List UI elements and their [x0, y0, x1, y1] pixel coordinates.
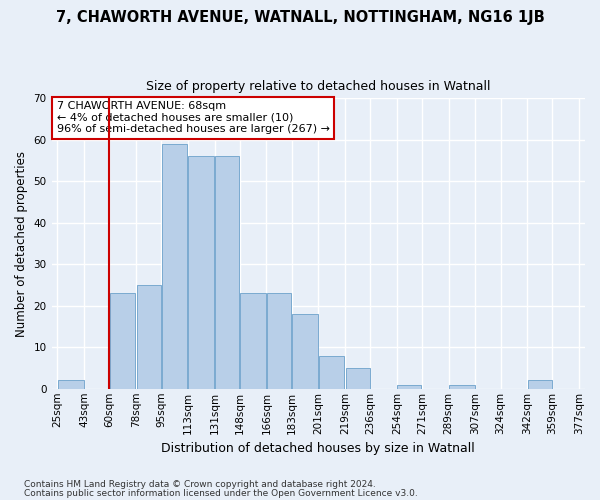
Text: Contains public sector information licensed under the Open Government Licence v3: Contains public sector information licen… [24, 489, 418, 498]
Bar [188, 156, 214, 389]
Text: 7, CHAWORTH AVENUE, WATNALL, NOTTINGHAM, NG16 1JB: 7, CHAWORTH AVENUE, WATNALL, NOTTINGHAM,… [56, 10, 544, 25]
Bar [528, 380, 552, 389]
X-axis label: Distribution of detached houses by size in Watnall: Distribution of detached houses by size … [161, 442, 475, 455]
Bar [110, 294, 136, 389]
Bar [137, 285, 161, 389]
Text: 7 CHAWORTH AVENUE: 68sqm
← 4% of detached houses are smaller (10)
96% of semi-de: 7 CHAWORTH AVENUE: 68sqm ← 4% of detache… [57, 101, 330, 134]
Text: Contains HM Land Registry data © Crown copyright and database right 2024.: Contains HM Land Registry data © Crown c… [24, 480, 376, 489]
Bar [346, 368, 370, 389]
Bar [397, 384, 421, 389]
Title: Size of property relative to detached houses in Watnall: Size of property relative to detached ho… [146, 80, 491, 93]
Bar [292, 314, 317, 389]
Bar [241, 294, 266, 389]
Bar [162, 144, 187, 389]
Bar [449, 384, 475, 389]
Bar [215, 156, 239, 389]
Bar [58, 380, 83, 389]
Y-axis label: Number of detached properties: Number of detached properties [15, 150, 28, 336]
Bar [319, 356, 344, 389]
Bar [267, 294, 291, 389]
